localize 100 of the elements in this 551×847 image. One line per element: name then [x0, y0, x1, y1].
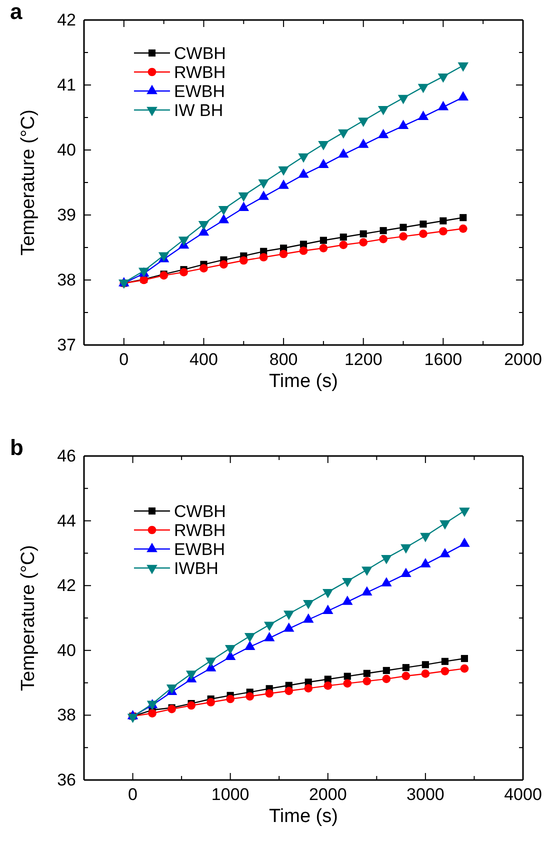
legend-label: EWBH [174, 82, 225, 101]
point [259, 253, 268, 262]
point [438, 73, 449, 83]
point [400, 224, 407, 231]
point [402, 672, 410, 680]
x-tick-label: 0 [119, 350, 129, 370]
point [220, 260, 228, 269]
point [399, 232, 408, 241]
point [381, 554, 392, 564]
legend-label: RWBH [174, 63, 226, 82]
legend-label: CWBH [174, 502, 226, 521]
point [378, 106, 389, 116]
point [440, 520, 450, 530]
point [178, 236, 190, 246]
legend-label: IWBH [174, 559, 218, 578]
y-axis-title: Temperature (°C) [18, 110, 39, 256]
x-tick-label: 1600 [424, 350, 462, 370]
point [420, 220, 427, 228]
y-tick-label: 42 [57, 10, 76, 30]
point [439, 227, 448, 236]
point [459, 508, 470, 517]
point [320, 236, 327, 244]
point [279, 250, 288, 258]
point [458, 62, 469, 72]
point [398, 94, 409, 104]
point [340, 234, 347, 241]
point [440, 217, 447, 224]
y-tick-label: 36 [57, 770, 76, 790]
point [218, 206, 230, 216]
legend-label: CWBH [174, 44, 226, 63]
point [322, 588, 334, 598]
point [239, 256, 248, 265]
point [402, 664, 410, 672]
y-tick-label: 38 [57, 706, 76, 725]
point [440, 666, 450, 676]
point [303, 600, 314, 610]
x-tick-label: 1200 [344, 350, 382, 370]
point [238, 192, 250, 202]
point [458, 224, 468, 233]
point [205, 658, 216, 667]
point [187, 701, 196, 710]
x-tick-label: 2000 [308, 785, 347, 804]
point [441, 658, 448, 665]
point [344, 672, 351, 680]
legend-label: EWBH [174, 540, 225, 559]
point [400, 544, 412, 554]
chart-title: b [10, 435, 24, 460]
point [180, 268, 188, 276]
point [299, 246, 308, 255]
x-tick-label: 3000 [406, 785, 444, 804]
x-tick-label: 2000 [504, 350, 542, 370]
point [379, 234, 388, 244]
point [338, 129, 349, 139]
y-tick-label: 44 [57, 511, 76, 530]
point [258, 179, 269, 189]
point [304, 684, 313, 692]
y-tick-label: 41 [57, 75, 76, 94]
y-axis-title: Temperature (°C) [18, 545, 39, 691]
point [283, 610, 294, 620]
point [342, 578, 353, 588]
y-tick-label: 46 [57, 446, 76, 466]
point [265, 689, 274, 698]
point [460, 664, 469, 673]
point [360, 230, 367, 238]
point [421, 670, 430, 678]
point [224, 645, 236, 654]
point [148, 709, 156, 718]
point [186, 670, 197, 680]
point [380, 227, 387, 234]
point [339, 240, 348, 250]
point [362, 566, 372, 576]
x-tick-label: 400 [190, 350, 218, 370]
point [198, 221, 210, 230]
point [420, 532, 431, 542]
chart-title: a [10, 0, 23, 24]
point [319, 244, 328, 252]
point [382, 674, 391, 684]
y-tick-label: 37 [57, 335, 76, 354]
x-axis-title: Time (s) [269, 806, 338, 827]
point [318, 141, 329, 150]
point [382, 666, 390, 674]
point [418, 84, 429, 94]
point [460, 214, 467, 222]
point [284, 686, 294, 696]
point [298, 153, 309, 163]
point [359, 238, 368, 246]
x-tick-label: 0 [128, 785, 138, 804]
point [363, 670, 370, 677]
x-axis-title: Time (s) [269, 371, 338, 392]
point [460, 654, 468, 662]
legend-label: RWBH [174, 521, 226, 540]
point [422, 661, 429, 668]
x-tick-label: 4000 [504, 785, 542, 804]
point [358, 118, 369, 127]
point [343, 679, 352, 688]
y-tick-label: 40 [57, 640, 76, 660]
point [226, 694, 235, 704]
y-tick-label: 39 [57, 205, 76, 224]
x-tick-label: 800 [269, 350, 298, 370]
point [362, 677, 372, 686]
